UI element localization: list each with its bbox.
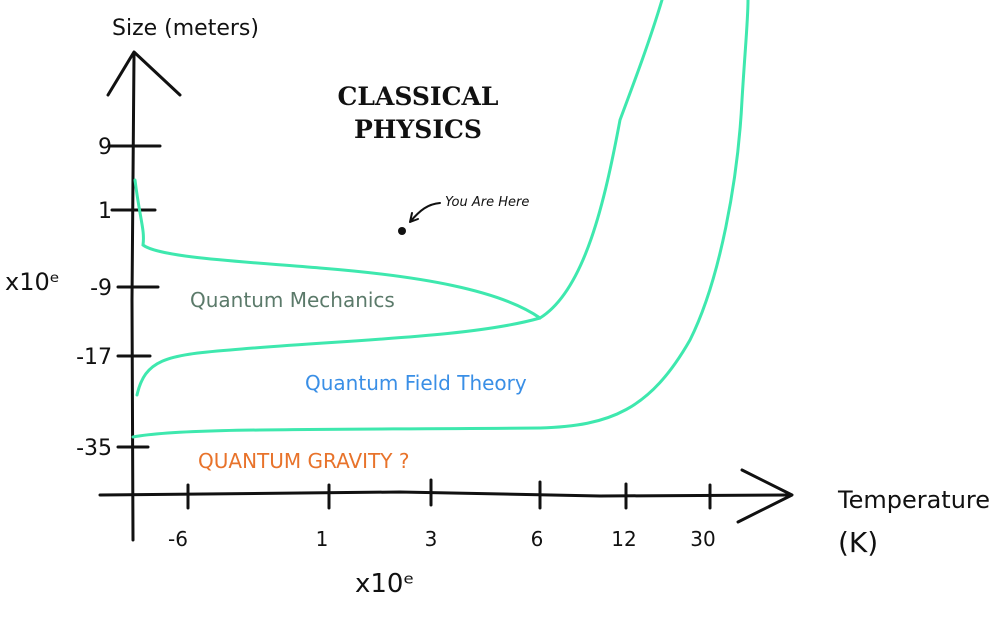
x-tick-label: -6 [168,527,188,551]
x-multiplier: x10ᵉ [355,569,414,599]
you-arrow [409,202,441,223]
annotation: You Are Here [445,195,529,210]
y-tick-label: 9 [98,135,112,160]
x-axis [98,490,792,498]
y-tick-label: -17 [76,345,112,370]
y-label: Size (meters) [112,16,259,41]
boundary-classical [133,178,542,320]
region-label: Quantum Field Theory [305,371,527,395]
y-tick-label: 1 [98,199,112,224]
boundary-qft-gravity [131,0,750,439]
x-arrow [736,468,794,524]
x-tick-label: 3 [425,527,438,551]
y-multiplier: x10ᵉ [5,268,60,296]
y-tick-label: -35 [76,436,112,461]
x-tick-label: 6 [531,527,544,551]
x-tick-label: 12 [611,527,636,551]
x-tick-label: 30 [690,527,715,551]
region-label: Quantum Mechanics [190,288,395,312]
y-tick-label: -9 [90,276,112,301]
y-arrow [106,50,182,97]
ticks [108,144,712,510]
boundary-qm-qft [135,0,664,397]
region-label: CLASSICAL [338,82,499,111]
x-label: Temperature [837,486,990,514]
region-label: PHYSICS [354,115,482,144]
y-axis [130,53,136,542]
you-dot [398,227,406,235]
x-tick-label: 1 [316,527,329,551]
x-unit: (K) [838,526,878,559]
region-label: QUANTUM GRAVITY ? [198,449,409,473]
